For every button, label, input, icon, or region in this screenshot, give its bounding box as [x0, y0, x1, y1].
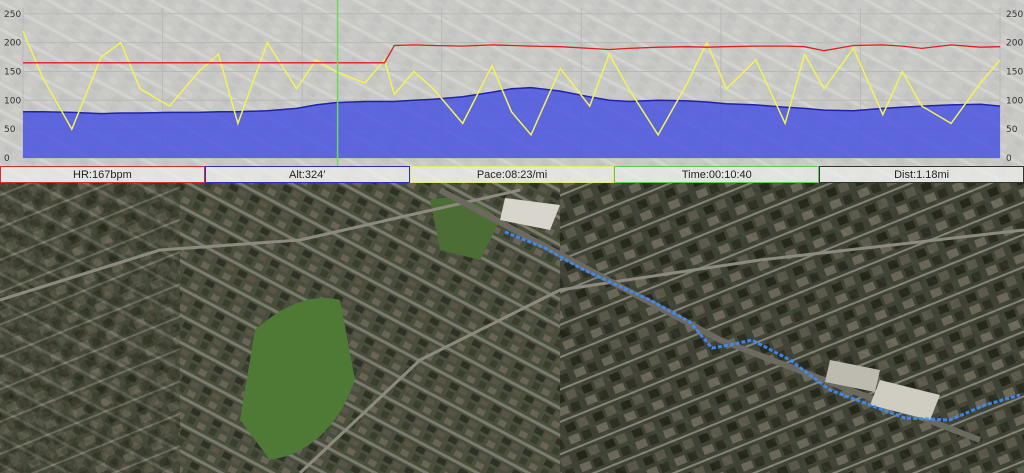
y-tick-label-right: 50	[1006, 125, 1018, 135]
y-tick-label-right: 250	[1006, 10, 1023, 20]
y-tick-label-left: 200	[4, 39, 21, 49]
y-tick-label-left: 100	[4, 96, 21, 106]
y-tick-label-left: 250	[4, 10, 21, 20]
heart-rate-stat[interactable]: HR:167bpm	[0, 166, 205, 183]
distance-stat[interactable]: Dist:1.18mi	[819, 166, 1024, 183]
y-tick-label-right: 150	[1006, 67, 1023, 77]
altitude-area	[23, 87, 1000, 158]
stats-bar: HR:167bpm Alt:324′ Pace:08:23/mi Time:00…	[0, 166, 1024, 183]
y-tick-label-left: 50	[4, 125, 16, 135]
y-tick-label-right: 0	[1006, 154, 1012, 164]
elevation-heart-rate-chart[interactable]: 0 0 50 50 100 100 150 150 200 200 250 250	[0, 0, 1024, 167]
y-tick-label-left: 150	[4, 67, 21, 77]
chart-panel: 0 0 50 50 100 100 150 150 200 200 250 250	[0, 0, 1024, 167]
y-tick-label-right: 200	[1006, 39, 1023, 49]
y-tick-label-right: 100	[1006, 96, 1023, 106]
time-stat[interactable]: Time:00:10:40	[614, 166, 820, 183]
pace-line	[22, 30, 1001, 137]
altitude-stat[interactable]: Alt:324′	[204, 166, 410, 183]
heart-rate-line	[23, 44, 1001, 64]
y-tick-label-left: 0	[4, 154, 10, 164]
route-path	[504, 230, 1021, 422]
pace-stat[interactable]: Pace:08:23/mi	[409, 166, 615, 183]
